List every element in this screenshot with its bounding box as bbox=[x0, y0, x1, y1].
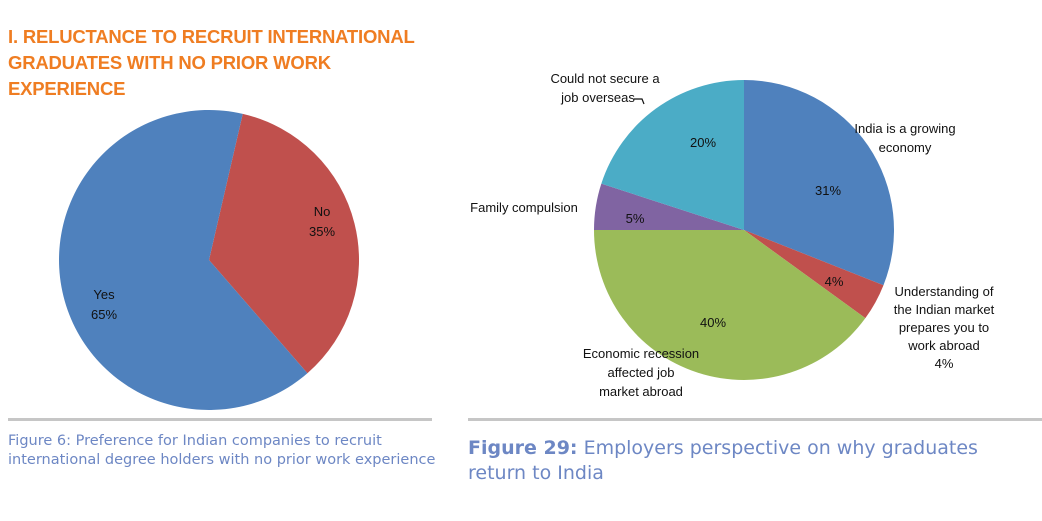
figure-29-number: Figure 29: bbox=[468, 437, 578, 459]
label-understanding-1: Understanding of bbox=[894, 284, 993, 299]
divider-left bbox=[8, 418, 432, 421]
slice-pct-yes: 65% bbox=[91, 307, 117, 322]
label-family-compulsion: Family compulsion bbox=[470, 200, 578, 215]
label-could-not-secure-2: job overseas bbox=[560, 90, 635, 105]
slice-pct-family-compulsion: 5% bbox=[626, 211, 645, 226]
pie-slice-could-not-secure-job bbox=[601, 80, 744, 230]
slice-pct-could-not-secure-job: 20% bbox=[690, 135, 716, 150]
pie-slice-understanding-market bbox=[744, 230, 884, 319]
divider-right bbox=[468, 418, 1042, 421]
figure-6-caption: Figure 6: Preference for Indian companie… bbox=[8, 433, 436, 468]
slice-label-yes: Yes bbox=[93, 287, 115, 302]
label-could-not-secure-1: Could not secure a bbox=[550, 71, 660, 86]
label-economic-1: Economic recession bbox=[583, 346, 699, 361]
pie-slice-yes bbox=[59, 109, 308, 410]
slice-pct-growing-economy: 31% bbox=[815, 183, 841, 198]
leader-line bbox=[634, 98, 645, 105]
slice-pct-understanding-market: 4% bbox=[825, 274, 844, 289]
pie-chart-return-reasons: 31% India is a growing economy 4% Unders… bbox=[470, 71, 994, 399]
label-economic-2: affected job bbox=[608, 365, 675, 380]
pie-slice-no bbox=[209, 113, 360, 374]
figure-29-caption: Figure 29: Employers perspective on why … bbox=[468, 436, 1028, 486]
label-understanding-pct: 4% bbox=[935, 356, 954, 371]
pie-slice-family-compulsion bbox=[594, 183, 744, 230]
pie-slice-growing-economy bbox=[744, 80, 895, 286]
label-understanding-2: the Indian market bbox=[894, 302, 995, 317]
section-title: I. RELUCTANCE TO RECRUIT INTERNATIONAL G… bbox=[8, 26, 415, 99]
slice-label-no: No bbox=[314, 204, 331, 219]
pie-chart-recruit-preference: No 35% Yes 65% bbox=[59, 109, 360, 410]
label-understanding-4: work abroad bbox=[907, 338, 980, 353]
pie-slice-economic-recession bbox=[594, 230, 866, 380]
label-growing-economy-1: India is a growing bbox=[854, 121, 955, 136]
label-understanding-3: prepares you to bbox=[899, 320, 989, 335]
figure-29-text: Employers perspective on why graduates r… bbox=[468, 437, 978, 484]
slice-pct-economic-recession: 40% bbox=[700, 315, 726, 330]
slice-pct-no: 35% bbox=[309, 224, 335, 239]
label-economic-3: market abroad bbox=[599, 384, 683, 399]
label-growing-economy-2: economy bbox=[879, 140, 932, 155]
